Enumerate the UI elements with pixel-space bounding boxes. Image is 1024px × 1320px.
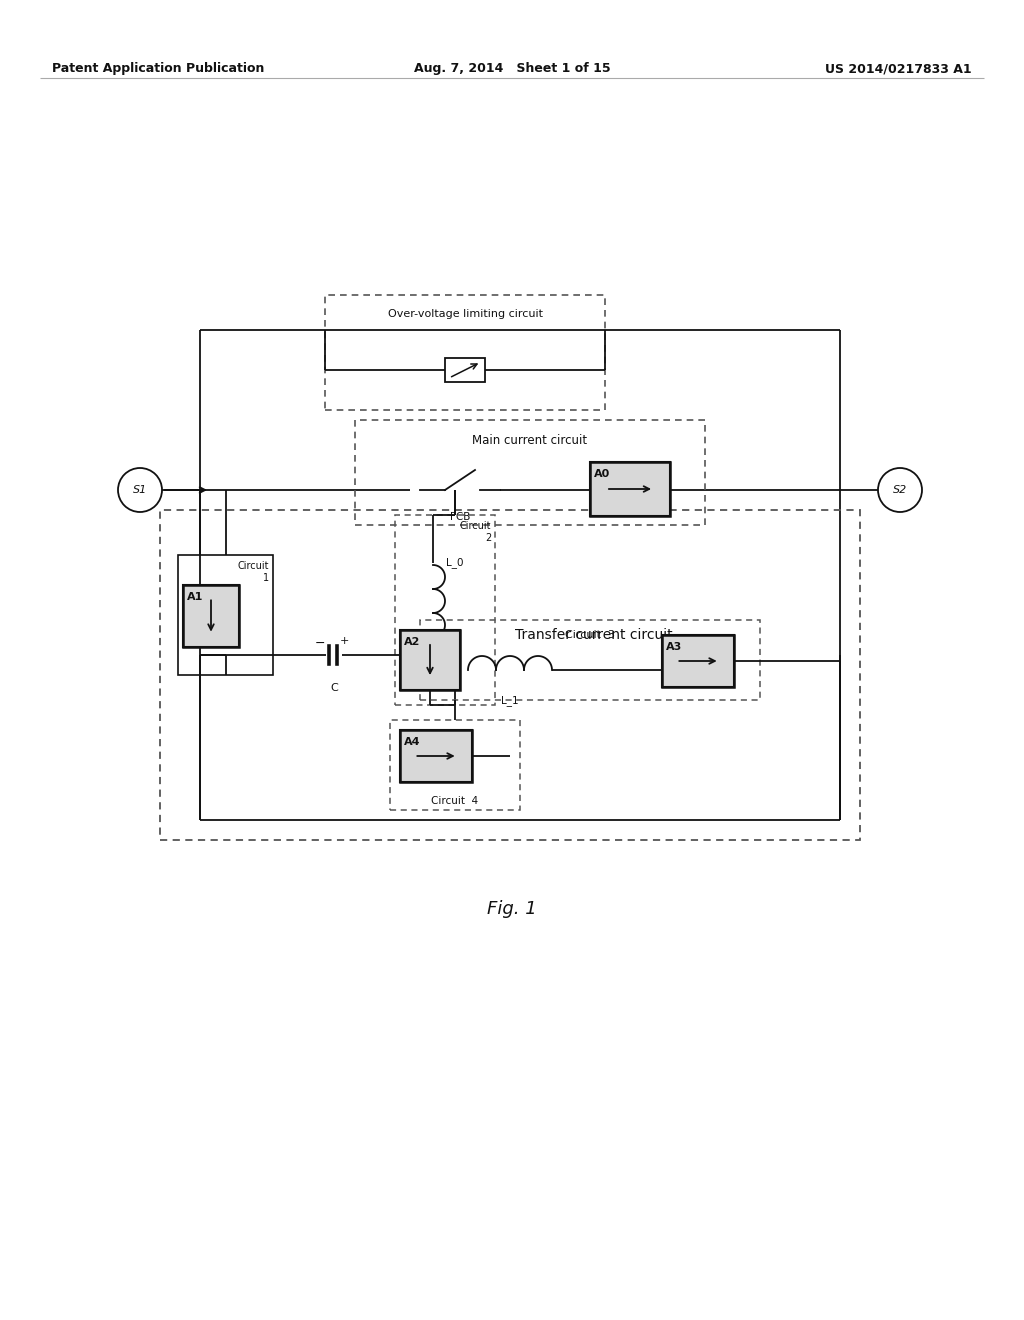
Bar bbox=[445, 358, 485, 381]
Text: A0: A0 bbox=[594, 469, 610, 479]
Bar bbox=[662, 635, 734, 686]
Bar bbox=[178, 554, 273, 675]
Text: C: C bbox=[330, 682, 338, 693]
Bar bbox=[420, 620, 760, 700]
Text: Fig. 1: Fig. 1 bbox=[487, 900, 537, 917]
Bar bbox=[183, 585, 239, 647]
Text: A4: A4 bbox=[404, 737, 421, 747]
Bar bbox=[400, 630, 460, 690]
Text: FCB: FCB bbox=[450, 512, 470, 521]
Bar bbox=[325, 294, 605, 411]
Text: Over-voltage limiting circuit: Over-voltage limiting circuit bbox=[387, 309, 543, 319]
Text: Circuit
1: Circuit 1 bbox=[238, 561, 269, 583]
Text: S2: S2 bbox=[893, 484, 907, 495]
Text: Main current circuit: Main current circuit bbox=[472, 434, 588, 447]
Text: US 2014/0217833 A1: US 2014/0217833 A1 bbox=[825, 62, 972, 75]
Text: L_0: L_0 bbox=[446, 557, 464, 568]
Text: A2: A2 bbox=[404, 638, 421, 647]
Bar bbox=[355, 420, 705, 525]
Bar bbox=[400, 630, 460, 690]
Text: Transfer current circuit: Transfer current circuit bbox=[515, 628, 673, 643]
Bar bbox=[590, 462, 670, 516]
Text: Circuit
2: Circuit 2 bbox=[460, 521, 490, 544]
Bar bbox=[160, 510, 860, 840]
Bar bbox=[390, 719, 520, 810]
Text: Patent Application Publication: Patent Application Publication bbox=[52, 62, 264, 75]
Bar bbox=[395, 515, 495, 705]
Text: Aug. 7, 2014   Sheet 1 of 15: Aug. 7, 2014 Sheet 1 of 15 bbox=[414, 62, 610, 75]
Bar bbox=[400, 730, 472, 781]
Text: A3: A3 bbox=[666, 642, 682, 652]
Bar bbox=[400, 730, 472, 781]
Text: L_1: L_1 bbox=[501, 696, 519, 706]
Text: Circuit  3: Circuit 3 bbox=[565, 630, 615, 640]
Text: A1: A1 bbox=[187, 591, 204, 602]
Text: −: − bbox=[314, 636, 326, 649]
Bar bbox=[590, 462, 670, 516]
Bar bbox=[183, 585, 239, 647]
Text: Circuit  4: Circuit 4 bbox=[431, 796, 478, 807]
Text: S1: S1 bbox=[133, 484, 147, 495]
Text: +: + bbox=[339, 636, 349, 645]
Bar bbox=[662, 635, 734, 686]
